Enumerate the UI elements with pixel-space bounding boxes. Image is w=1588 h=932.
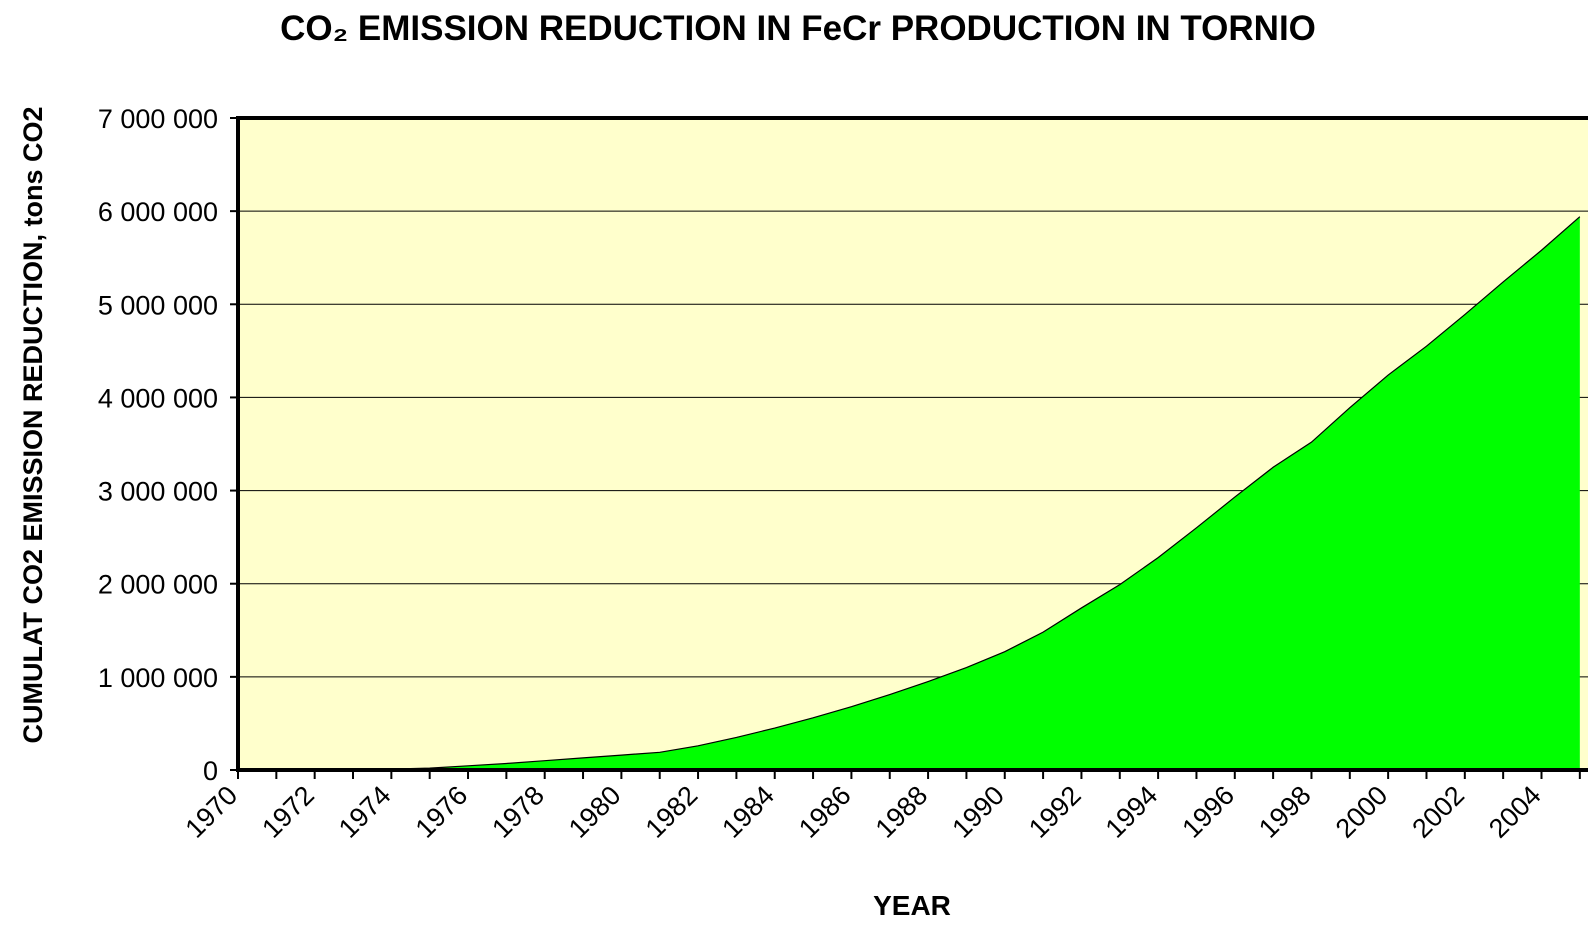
y-tick-label: 6 000 000 <box>98 197 218 227</box>
x-tick-label: 1998 <box>1253 780 1317 844</box>
x-tick-label: 1972 <box>256 780 320 844</box>
chart-title: CO₂ EMISSION REDUCTION IN FeCr PRODUCTIO… <box>280 9 1316 48</box>
x-tick-label: 1982 <box>640 780 704 844</box>
y-axis-label: CUMULAT CO2 EMISSION REDUCTION, tons CO2 <box>18 106 48 743</box>
x-tick-label: 1990 <box>946 780 1010 844</box>
y-tick-label: 5 000 000 <box>98 290 218 320</box>
y-tick-label: 2 000 000 <box>98 570 218 600</box>
y-tick-label: 4 000 000 <box>98 383 218 413</box>
x-tick-label: 1996 <box>1176 780 1240 844</box>
x-tick-label: 1984 <box>716 780 780 844</box>
x-tick-label: 1970 <box>180 780 244 844</box>
x-tick-label: 1988 <box>870 780 934 844</box>
y-tick-label: 1 000 000 <box>98 663 218 693</box>
x-tick-label: 2004 <box>1483 780 1547 844</box>
area <box>238 216 1580 770</box>
x-tick-label: 1980 <box>563 780 627 844</box>
x-axis-label: YEAR <box>873 890 951 921</box>
x-tick-label: 2002 <box>1406 780 1470 844</box>
y-tick-label: 7 000 000 <box>98 104 218 134</box>
area-outline <box>238 216 1581 771</box>
x-tick-label: 1974 <box>333 780 397 844</box>
x-tick-label: 1976 <box>410 780 474 844</box>
y-tick-label: 3 000 000 <box>98 477 218 507</box>
x-tick-label: 2000 <box>1330 780 1394 844</box>
x-tick-label: 1978 <box>486 780 550 844</box>
x-tick-label: 1992 <box>1023 780 1087 844</box>
x-tick-label: 1986 <box>793 780 857 844</box>
y-tick-label: 0 <box>203 756 218 786</box>
x-tick-label: 1994 <box>1100 780 1164 844</box>
